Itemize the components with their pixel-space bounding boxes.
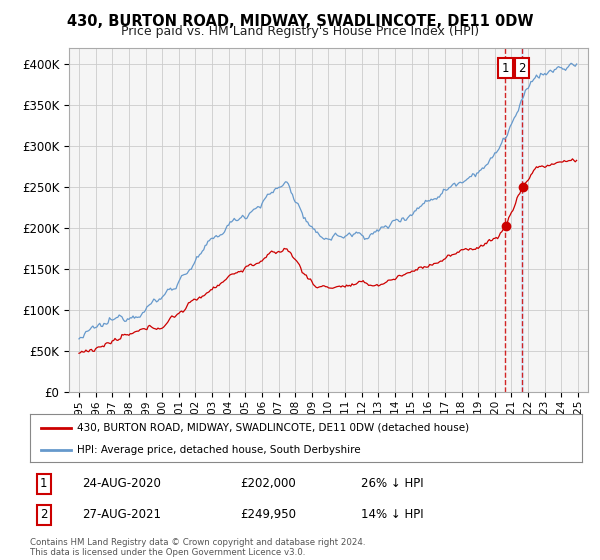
Text: 14% ↓ HPI: 14% ↓ HPI <box>361 508 424 521</box>
Text: 2: 2 <box>518 62 526 74</box>
Text: 24-AUG-2020: 24-AUG-2020 <box>82 477 161 491</box>
Text: 1: 1 <box>502 62 509 74</box>
Text: 430, BURTON ROAD, MIDWAY, SWADLINCOTE, DE11 0DW (detached house): 430, BURTON ROAD, MIDWAY, SWADLINCOTE, D… <box>77 423 469 433</box>
Text: 27-AUG-2021: 27-AUG-2021 <box>82 508 161 521</box>
Text: 26% ↓ HPI: 26% ↓ HPI <box>361 477 424 491</box>
Bar <box>521 48 523 392</box>
Text: Price paid vs. HM Land Registry's House Price Index (HPI): Price paid vs. HM Land Registry's House … <box>121 25 479 38</box>
Text: Contains HM Land Registry data © Crown copyright and database right 2024.
This d: Contains HM Land Registry data © Crown c… <box>30 538 365 557</box>
Text: £202,000: £202,000 <box>240 477 296 491</box>
Text: 1: 1 <box>40 477 47 491</box>
Text: 2: 2 <box>40 508 47 521</box>
Text: HPI: Average price, detached house, South Derbyshire: HPI: Average price, detached house, Sout… <box>77 445 361 455</box>
Text: 430, BURTON ROAD, MIDWAY, SWADLINCOTE, DE11 0DW: 430, BURTON ROAD, MIDWAY, SWADLINCOTE, D… <box>67 14 533 29</box>
Text: £249,950: £249,950 <box>240 508 296 521</box>
